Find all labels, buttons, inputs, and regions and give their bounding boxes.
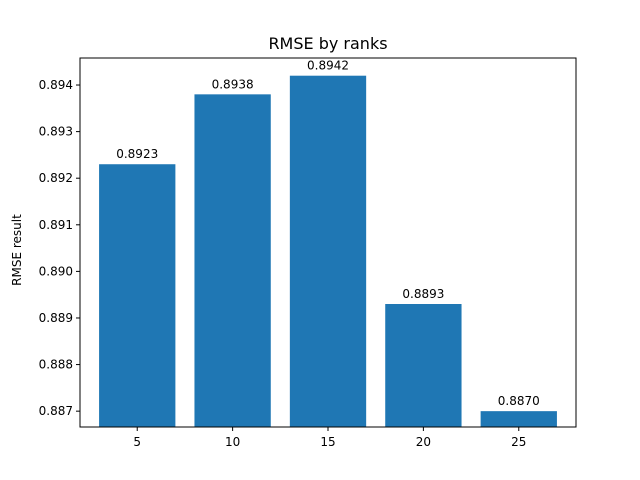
y-tick-label-0.892: 0.892: [39, 171, 73, 185]
y-axis-ticks: 0.887 0.888 0.889 0.890 0.891 0.892 0.893 0.894: [39, 78, 80, 418]
y-axis-label: RMSE result: [10, 214, 24, 286]
x-tick-label-10: 10: [225, 435, 240, 449]
y-tick-label-0.891: 0.891: [39, 218, 73, 232]
y-tick-label-0.894: 0.894: [39, 78, 73, 92]
y-tick-label-0.889: 0.889: [39, 311, 73, 325]
data-labels-group: 0.8923 0.8938 0.8942 0.8893 0.8870: [116, 59, 540, 408]
data-label-20: 0.8893: [402, 287, 444, 301]
x-tick-label-25: 25: [511, 435, 526, 449]
data-label-10: 0.8938: [212, 77, 254, 91]
x-axis-ticks: 5 10 15 20 25: [133, 427, 526, 449]
y-tick-label-0.893: 0.893: [39, 125, 73, 139]
bar-10: [194, 94, 271, 427]
plot-frame: [79, 57, 577, 428]
bar-25: [480, 411, 557, 427]
bar-20: [385, 304, 462, 427]
x-tick-label-5: 5: [133, 435, 141, 449]
bar-15: [289, 75, 367, 427]
y-tick-label-0.887: 0.887: [39, 404, 73, 418]
data-label-25: 0.8870: [498, 394, 540, 408]
bar-5: [99, 164, 176, 428]
y-tick-label-0.890: 0.890: [39, 264, 73, 278]
chart-title: RMSE by ranks: [268, 34, 387, 53]
x-tick-label-15: 15: [320, 435, 335, 449]
bars-group: [99, 75, 557, 428]
data-label-5: 0.8923: [116, 147, 158, 161]
x-tick-label-20: 20: [416, 435, 431, 449]
y-tick-label-0.888: 0.888: [39, 358, 73, 372]
data-label-15: 0.8942: [307, 59, 349, 73]
